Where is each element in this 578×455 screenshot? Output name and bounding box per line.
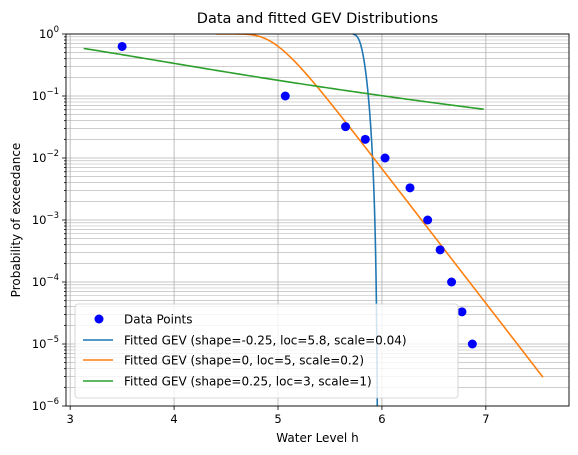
legend-label-series-3: Fitted GEV (shape=0.25, loc=3, scale=1) — [124, 375, 372, 389]
data-point — [380, 153, 390, 163]
x-tick-label: 7 — [482, 412, 489, 426]
data-point — [341, 122, 351, 132]
fitted-curves — [83, 34, 544, 406]
data-point — [405, 183, 415, 193]
legend-label-points: Data Points — [124, 313, 193, 327]
y-tick-label: 100 — [39, 25, 59, 41]
x-tick-label: 4 — [170, 412, 177, 426]
chart-title: Data and fitted GEV Distributions — [197, 11, 438, 27]
series-line-3 — [83, 47, 484, 111]
data-point — [435, 245, 445, 255]
data-point — [423, 215, 433, 225]
legend: Data Points Fitted GEV (shape=-0.25, loc… — [74, 303, 459, 399]
x-axis-label: Water Level h — [276, 431, 358, 445]
data-point — [360, 134, 370, 144]
data-point — [117, 41, 127, 51]
data-point — [467, 339, 477, 349]
legend-marker-points — [94, 314, 104, 324]
y-axis-label: Probability of exceedance — [9, 143, 23, 298]
data-point — [280, 91, 290, 101]
y-tick-label: 10−3 — [32, 211, 59, 227]
data-point — [447, 277, 457, 287]
y-tick-label: 10−1 — [32, 87, 59, 103]
legend-label-series-2: Fitted GEV (shape=0, loc=5, scale=0.2) — [124, 354, 364, 368]
data-point — [457, 307, 467, 317]
legend-label-series-1: Fitted GEV (shape=-0.25, loc=5.8, scale=… — [124, 334, 407, 348]
x-axis-ticks: 3 4 5 6 7 — [66, 406, 490, 426]
y-tick-label: 10−4 — [32, 273, 59, 289]
y-tick-label: 10−6 — [32, 397, 59, 413]
legend-box — [74, 303, 459, 399]
x-tick-label: 5 — [274, 412, 281, 426]
y-tick-label: 10−2 — [32, 149, 59, 165]
x-tick-label: 6 — [378, 412, 385, 426]
y-axis-ticks: 10−6 10−5 10−4 10−3 10−2 10−1 100 — [32, 25, 66, 413]
data-points — [117, 41, 477, 349]
series-line-2 — [215, 34, 544, 378]
y-tick-label: 10−5 — [32, 335, 59, 351]
x-tick-label: 3 — [66, 412, 73, 426]
